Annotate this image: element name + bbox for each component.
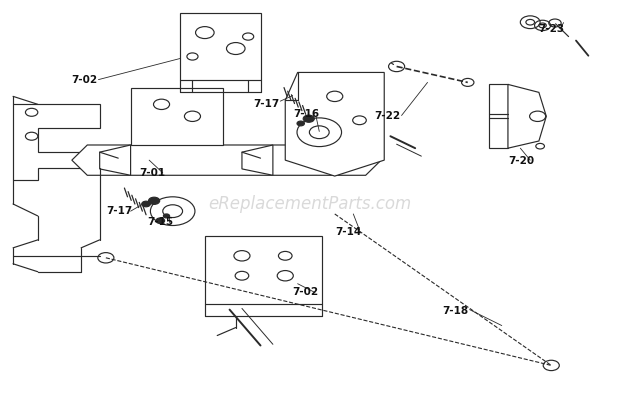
Polygon shape	[131, 88, 223, 145]
Polygon shape	[489, 84, 508, 148]
Polygon shape	[180, 13, 260, 80]
Circle shape	[156, 218, 165, 224]
Polygon shape	[100, 145, 131, 175]
Text: 7-20: 7-20	[508, 156, 534, 166]
Polygon shape	[72, 145, 381, 175]
Circle shape	[297, 121, 304, 126]
Text: eReplacementParts.com: eReplacementParts.com	[208, 195, 412, 213]
Text: 7-15: 7-15	[147, 217, 174, 227]
Polygon shape	[205, 236, 322, 304]
Text: 7-01: 7-01	[140, 168, 166, 178]
Text: 7-17: 7-17	[254, 99, 280, 109]
Polygon shape	[508, 84, 546, 148]
Text: 7-22: 7-22	[374, 111, 401, 121]
Circle shape	[303, 115, 314, 122]
Text: 7-23: 7-23	[538, 24, 564, 34]
Text: 7-14: 7-14	[335, 227, 361, 237]
Polygon shape	[242, 145, 273, 175]
Circle shape	[149, 197, 160, 204]
Polygon shape	[285, 72, 384, 176]
Polygon shape	[13, 104, 100, 180]
Text: 7-16: 7-16	[293, 109, 319, 119]
Text: 7-17: 7-17	[107, 206, 133, 216]
Text: 7-18: 7-18	[442, 306, 469, 316]
Text: 7-02: 7-02	[71, 76, 97, 86]
Circle shape	[142, 201, 151, 207]
Circle shape	[164, 214, 170, 218]
Text: 7-02: 7-02	[292, 288, 318, 298]
